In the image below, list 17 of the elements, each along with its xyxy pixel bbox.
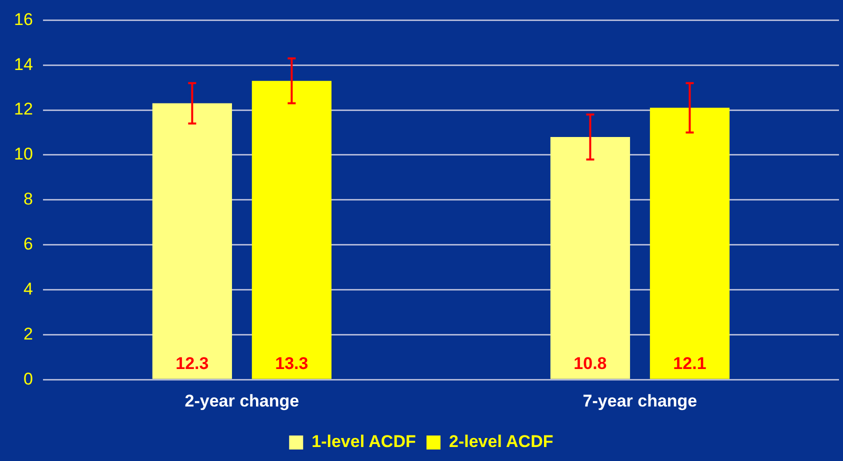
y-tick-label: 10 (14, 144, 33, 164)
y-tick-label: 6 (23, 234, 33, 254)
y-tick-label: 8 (23, 190, 33, 209)
y-tick-label: 16 (14, 10, 33, 29)
y-tick-label: 14 (14, 54, 33, 74)
data-label: 12.3 (176, 354, 209, 374)
y-tick-label: 0 (23, 369, 33, 388)
legend-label: 2-level ACDF (449, 432, 554, 452)
data-label: 13.3 (275, 354, 308, 374)
y-tick-label: 12 (14, 100, 33, 119)
y-tick-label: 2 (23, 324, 33, 344)
x-tick-label: 2-year change (184, 391, 300, 410)
y-tick-label: 4 (23, 279, 33, 298)
x-tick-label: 7-year change (582, 391, 698, 410)
legend-label: 1-level ACDF (312, 432, 416, 452)
data-label: 12.1 (673, 354, 706, 374)
data-label: 10.8 (574, 354, 607, 374)
